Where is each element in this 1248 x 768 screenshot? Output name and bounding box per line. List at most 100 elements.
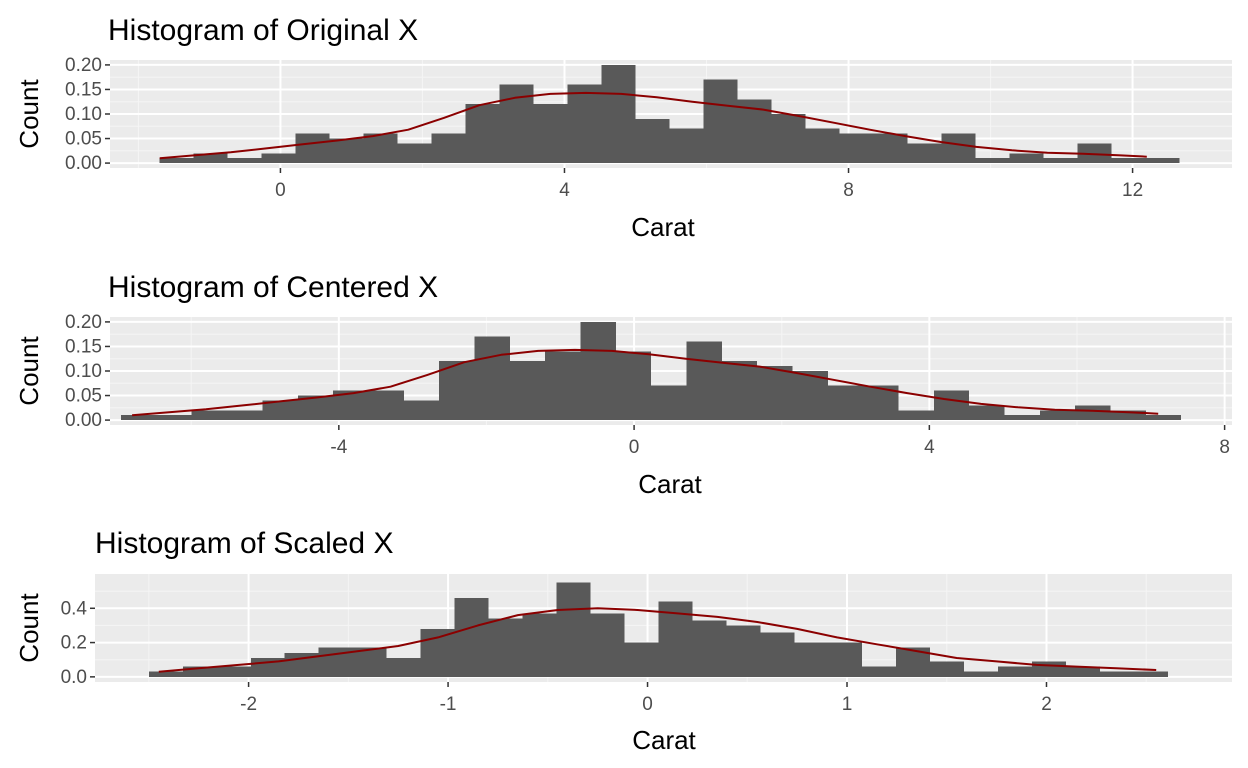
histogram-bar [216, 666, 251, 677]
histogram-bar [721, 361, 758, 421]
histogram-bar [839, 133, 874, 164]
histogram-bar [1145, 415, 1182, 421]
histogram-bar [397, 143, 432, 164]
chart-title: Histogram of Scaled X [95, 527, 393, 560]
plot-area: 0.00 0.05 0.10 0.15 0.20 -4 0 4 8 [65, 312, 1232, 458]
histogram-bar [403, 400, 440, 421]
y-tick-label: 0.15 [65, 79, 102, 100]
x-tick-label: 4 [559, 180, 570, 201]
histogram-bar [474, 336, 510, 421]
histogram-bar [191, 410, 228, 421]
y-tick-label: 0.20 [65, 312, 102, 333]
x-tick-label: -1 [440, 694, 457, 715]
histogram-bar [159, 158, 194, 164]
density-curve [158, 607, 1157, 673]
density-curve [132, 348, 1159, 417]
x-tick-label: 0 [642, 694, 653, 715]
histogram-bar [522, 613, 557, 677]
histogram-bar [975, 158, 1010, 164]
histogram-bar [969, 405, 1005, 421]
histogram-bar [686, 341, 722, 421]
histogram-bar [262, 400, 298, 421]
x-tick-label: 12 [1122, 180, 1143, 201]
x-axis-title: Carat [638, 469, 702, 499]
histogram-bar [509, 361, 546, 421]
y-tick-label: 0.0 [61, 667, 87, 688]
y-tick-label: 0.05 [65, 386, 102, 407]
y-axis-title: Count [14, 79, 44, 149]
histogram-bar [227, 158, 262, 164]
histogram-bar [465, 104, 500, 164]
histogram-bar [1009, 153, 1044, 164]
histogram-bar [828, 642, 863, 677]
histogram-bar [533, 104, 568, 164]
histogram-bar [193, 153, 228, 164]
histogram-bar [964, 671, 999, 677]
x-tick-label: 0 [275, 180, 286, 201]
y-tick-label: 0.2 [61, 633, 87, 654]
histogram-bar [771, 114, 806, 164]
histogram-bar [567, 84, 602, 164]
histogram-bar [1145, 158, 1180, 164]
histogram-bar [329, 138, 364, 164]
histogram-bar [352, 647, 387, 677]
histogram-bar [651, 385, 687, 421]
y-axis-title: Count [14, 593, 44, 663]
histogram-bar [488, 618, 523, 677]
histogram-bar [635, 118, 670, 164]
y-tick-label: 0.00 [65, 153, 102, 174]
histogram-bar [386, 658, 421, 677]
histogram-bar [580, 321, 616, 421]
histogram-bar [363, 133, 398, 164]
histogram-bar [873, 133, 908, 164]
histogram-bar [1075, 405, 1111, 421]
x-axis-title: Carat [631, 212, 695, 242]
histogram-bar [898, 410, 934, 421]
histogram-bar [998, 666, 1033, 677]
histogram-bar [545, 351, 581, 421]
histogram-bar [726, 625, 761, 677]
x-tick-label: 4 [924, 437, 935, 458]
plot-area: 0.0 0.2 0.4 -2 -1 0 1 2 [61, 574, 1232, 715]
histogram-bar [1066, 666, 1101, 677]
x-tick-label: 1 [842, 694, 853, 715]
chart-centered-x: Histogram of Centered X Carat Count 0.00… [14, 271, 1232, 499]
histogram-bar [792, 371, 828, 421]
histogram-bar [431, 133, 466, 164]
y-axis-title: Count [14, 336, 44, 406]
plot-area: 0.00 0.05 0.10 0.15 0.20 0 4 8 12 [65, 55, 1232, 201]
histogram-bar [757, 366, 793, 421]
histogram-bar [368, 390, 404, 421]
histogram-bar [1004, 415, 1040, 421]
histogram-bar [182, 666, 217, 677]
x-tick-label: -2 [240, 694, 257, 715]
y-tick-label: 0.4 [61, 598, 88, 619]
density-curve [159, 91, 1147, 160]
y-tick-label: 0.05 [65, 129, 102, 150]
histogram-bar [1039, 410, 1076, 421]
chart-scaled-x: Histogram of Scaled X Carat Count 0.0 0.2… [14, 527, 1232, 755]
y-tick-label: 0.10 [65, 104, 102, 125]
histogram-bar [615, 351, 652, 421]
histogram-bar [794, 642, 829, 677]
histogram-bar [941, 133, 976, 164]
histogram-bar [624, 642, 659, 677]
histogram-bar [454, 598, 489, 677]
histogram-bar [862, 666, 897, 677]
histogram-bar [1043, 158, 1078, 164]
histogram-bar [556, 582, 591, 677]
histogram-bar [1110, 410, 1146, 421]
histogram-bar [933, 390, 970, 421]
y-tick-label: 0.10 [65, 361, 102, 382]
histogram-bar [805, 128, 840, 164]
histogram-bar [1133, 671, 1168, 677]
chart-title: Histogram of Centered X [108, 271, 438, 304]
x-axis-title: Carat [632, 725, 696, 755]
histogram-bar [148, 671, 183, 677]
histogram-bar [930, 661, 965, 677]
x-tick-label: -4 [330, 437, 347, 458]
histogram-bar [827, 385, 864, 421]
histogram-bar [1100, 671, 1134, 677]
chart-title: Histogram of Original X [108, 14, 418, 47]
